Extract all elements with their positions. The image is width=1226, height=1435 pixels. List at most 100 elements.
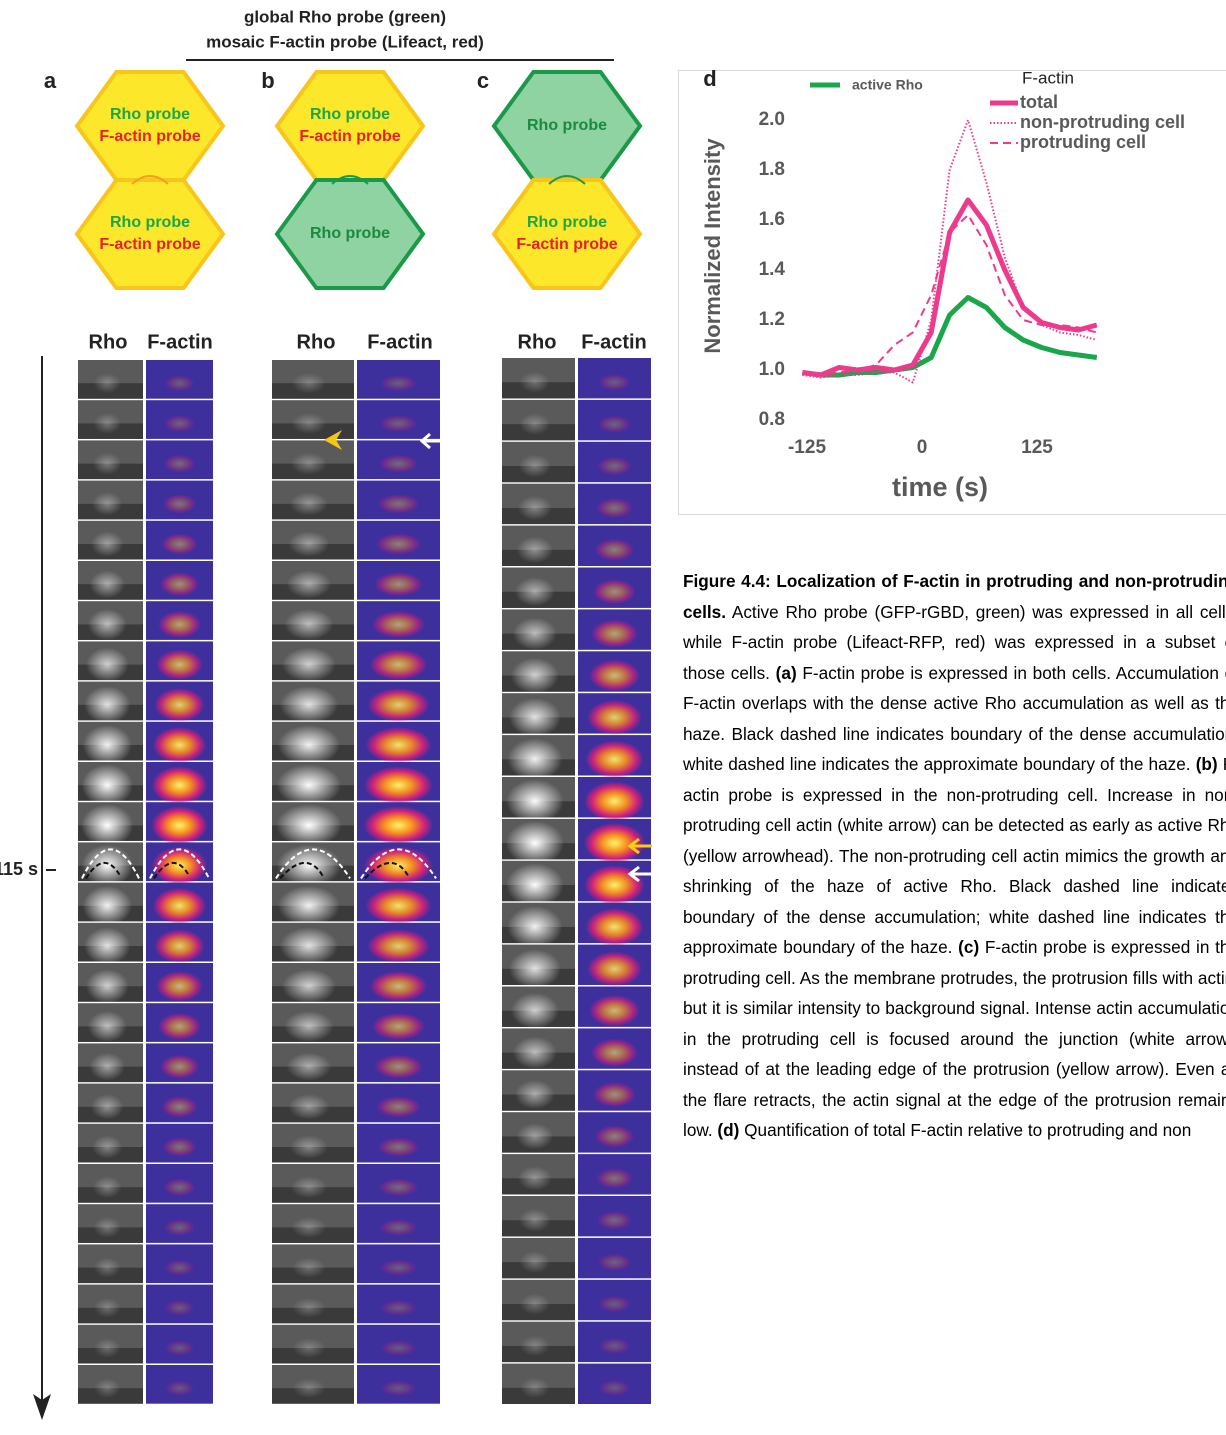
rho-signal <box>82 724 132 766</box>
caption-bold: (c) <box>958 937 980 957</box>
rho-signal <box>290 1176 328 1199</box>
rho-signal <box>85 647 129 682</box>
rho-signal <box>505 820 565 866</box>
actin-signal <box>374 1054 423 1079</box>
probe-label: Rho probe <box>527 214 607 231</box>
actin-signal <box>364 766 433 805</box>
probe-label: Rho probe <box>110 106 190 123</box>
actin-signal <box>589 659 640 692</box>
rho-signal <box>85 969 129 1004</box>
caption-bold: Figure 4.4: Localization of F-actin in p… <box>683 571 1226 622</box>
rho-signal <box>89 570 126 599</box>
cell-shape <box>74 70 226 182</box>
actin-signal <box>164 1299 195 1316</box>
series-line <box>802 197 1098 378</box>
actin-signal <box>154 929 205 963</box>
rho-signal <box>81 804 134 847</box>
cell-shape <box>491 178 643 290</box>
rho-signal <box>514 577 555 607</box>
actin-signal <box>379 1299 418 1316</box>
rho-signal <box>84 927 131 965</box>
rho-signal <box>519 413 551 435</box>
rho-signal <box>292 1338 326 1358</box>
rho-signal <box>94 1338 121 1358</box>
actin-signal <box>584 781 645 822</box>
rho-signal <box>507 738 563 781</box>
white-arrow <box>627 865 652 883</box>
legend-label: protruding cell <box>1020 132 1146 152</box>
haze-boundary <box>81 848 140 879</box>
actin-signal <box>151 806 208 845</box>
actin-signal <box>161 1096 198 1118</box>
haze-boundary <box>360 848 437 879</box>
actin-signal <box>593 1082 636 1108</box>
actin-signal <box>377 1137 420 1157</box>
legend-label: total <box>1020 92 1058 112</box>
x-axis-label: time (s) <box>892 472 988 502</box>
rho-signal <box>510 657 559 694</box>
actin-signal <box>365 726 432 764</box>
probe-label: F-actin probe <box>99 128 200 145</box>
yellow-arrow <box>627 837 652 855</box>
y-tick-label: 2.0 <box>759 109 785 130</box>
junction-flare <box>131 175 169 185</box>
rho-signal <box>510 992 559 1029</box>
actin-signal <box>595 497 634 519</box>
rho-signal <box>292 1297 326 1318</box>
actin-signal <box>596 1210 633 1230</box>
actin-signal <box>593 579 636 605</box>
rho-signal <box>276 844 342 887</box>
actin-signal <box>371 610 426 638</box>
figure-caption: Figure 4.4: Localization of F-actin in p… <box>683 566 1226 1146</box>
caption-text: F-actin probe is expressed in the protru… <box>683 937 1226 1140</box>
y-tick-label: 1.2 <box>759 309 785 330</box>
actin-signal <box>162 494 197 514</box>
rho-signal <box>519 1335 550 1357</box>
actin-signal <box>374 572 423 597</box>
rho-signal <box>286 570 332 599</box>
actin-signal <box>378 454 419 473</box>
rho-signal <box>92 1176 122 1199</box>
actin-signal <box>364 846 433 885</box>
actin-signal <box>379 1259 418 1276</box>
x-tick-label: -125 <box>788 437 826 458</box>
actin-signal <box>594 538 635 562</box>
rho-signal <box>289 492 329 516</box>
actin-signal <box>164 375 195 392</box>
y-tick-label: 1.4 <box>759 259 786 280</box>
time-arrowhead <box>33 1394 51 1420</box>
yellow-arrowhead <box>324 430 342 450</box>
actin-signal <box>164 1380 195 1397</box>
actin-signal <box>367 929 430 963</box>
actin-signal <box>163 454 196 473</box>
panel-letter: d <box>703 66 716 91</box>
actin-signal <box>379 1218 418 1236</box>
rho-signal <box>94 1378 121 1398</box>
actin-signal <box>163 414 196 432</box>
panel-letter: a <box>44 68 57 93</box>
actin-signal <box>371 1012 426 1040</box>
rho-signal <box>84 686 131 724</box>
x-tick-label: 125 <box>1021 437 1053 458</box>
actin-signal <box>159 572 200 597</box>
rho-signal <box>508 949 561 989</box>
probe-label: F-actin probe <box>516 236 617 253</box>
rho-signal <box>277 885 340 926</box>
rho-signal <box>93 1217 122 1238</box>
panel-letter: c <box>477 68 489 93</box>
x-tick-label: 0 <box>917 437 928 458</box>
rho-signal <box>291 1257 326 1278</box>
y-tick-label: 0.8 <box>759 409 785 430</box>
haze-boundary <box>275 848 351 879</box>
actin-signal <box>152 726 207 764</box>
rho-signal <box>289 1135 329 1159</box>
rho-signal <box>517 495 552 521</box>
caption-bold: (a) <box>775 662 797 683</box>
rho-signal <box>93 1257 121 1278</box>
haze-boundary <box>149 848 210 879</box>
rho-signal <box>286 1052 332 1081</box>
probe-label: Rho probe <box>310 106 390 123</box>
actin-signal <box>163 1178 196 1197</box>
y-tick-label: 1.0 <box>759 359 785 380</box>
